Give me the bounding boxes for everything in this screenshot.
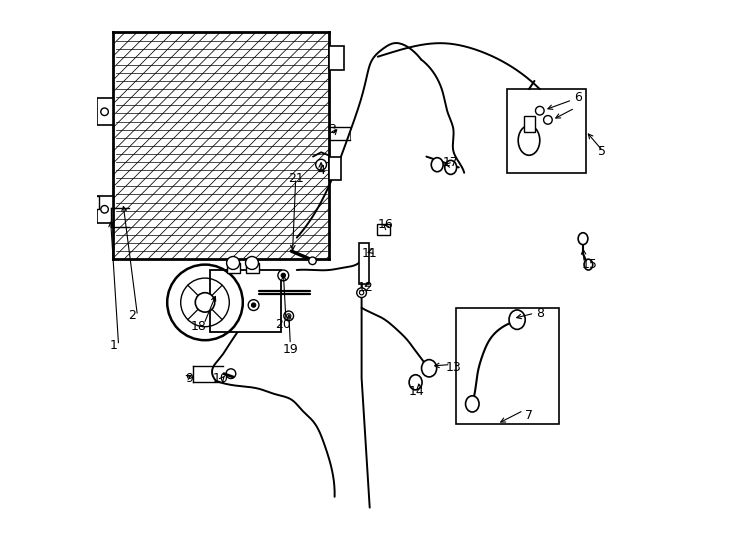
Text: 3: 3 [328, 123, 336, 136]
Text: 15: 15 [581, 258, 597, 271]
Bar [523, 116, 536, 132]
Ellipse shape [584, 259, 593, 270]
Circle shape [286, 314, 291, 318]
Text: 18: 18 [191, 320, 206, 333]
Bar [89, 196, 98, 209]
Bar [456, 308, 559, 424]
Ellipse shape [432, 158, 443, 172]
Text: 5: 5 [598, 145, 606, 158]
Bar [227, 263, 240, 273]
Text: 10: 10 [212, 372, 228, 384]
Ellipse shape [409, 375, 422, 390]
Text: 6: 6 [574, 91, 581, 104]
Circle shape [316, 159, 327, 170]
Text: 4: 4 [317, 164, 325, 177]
Circle shape [248, 300, 259, 310]
Circle shape [281, 273, 286, 278]
Bar [377, 224, 390, 235]
Bar [97, 196, 113, 223]
Bar [360, 243, 369, 284]
Ellipse shape [445, 160, 457, 174]
Text: 9: 9 [185, 372, 193, 384]
Ellipse shape [578, 233, 588, 245]
Bar [97, 98, 113, 125]
Circle shape [226, 369, 236, 379]
Ellipse shape [421, 360, 437, 377]
Text: 21: 21 [288, 172, 304, 185]
Circle shape [536, 106, 544, 115]
Ellipse shape [518, 125, 539, 156]
Circle shape [309, 257, 316, 265]
Circle shape [357, 288, 366, 298]
Circle shape [278, 270, 288, 281]
Circle shape [245, 256, 258, 269]
Circle shape [284, 311, 294, 321]
Text: 14: 14 [409, 385, 424, 398]
Bar [211, 270, 280, 332]
Text: 20: 20 [275, 318, 291, 330]
Circle shape [101, 108, 109, 116]
Circle shape [252, 303, 255, 307]
Bar [245, 263, 259, 273]
Bar [507, 89, 586, 173]
Ellipse shape [509, 310, 526, 329]
Text: 19: 19 [283, 343, 298, 356]
Text: 13: 13 [446, 361, 461, 374]
Bar [224, 275, 272, 324]
Bar [330, 157, 341, 180]
Circle shape [101, 206, 109, 213]
Text: 11: 11 [362, 247, 377, 260]
Bar [330, 46, 344, 70]
Circle shape [195, 293, 215, 312]
Circle shape [544, 116, 552, 124]
Text: 1: 1 [109, 339, 117, 352]
Text: 7: 7 [525, 409, 533, 422]
Text: 17: 17 [443, 156, 459, 168]
Ellipse shape [465, 396, 479, 412]
Text: 16: 16 [378, 218, 393, 231]
Text: 2: 2 [128, 309, 136, 322]
Circle shape [360, 291, 364, 295]
Circle shape [227, 256, 239, 269]
Text: 8: 8 [536, 307, 544, 320]
Text: 12: 12 [358, 281, 374, 294]
